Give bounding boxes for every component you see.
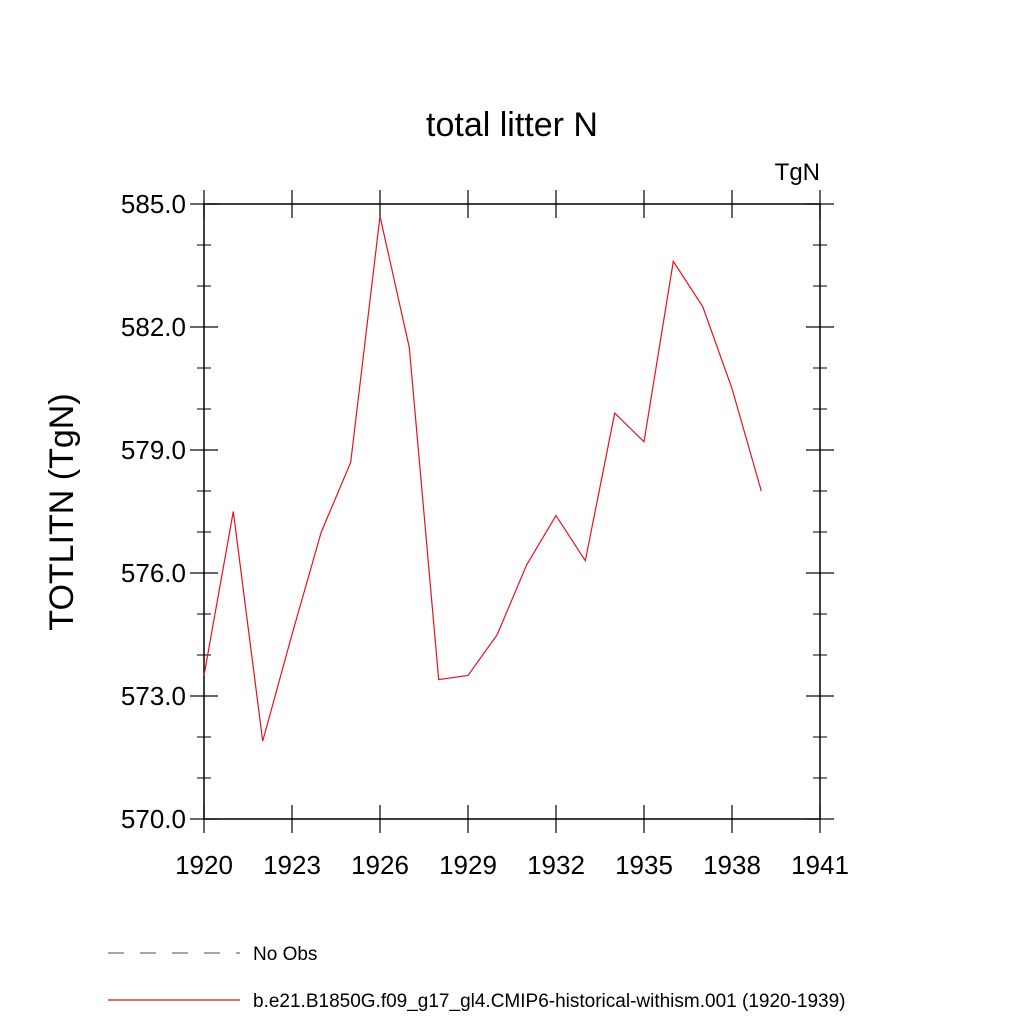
y-tick-label: 576.0 [121,558,186,588]
x-tick-label: 1920 [175,850,233,880]
x-tick-label: 1929 [439,850,497,880]
series-layer [203,216,762,742]
legend-label-model-run: b.e21.B1850G.f09_g17_gl4.CMIP6-historica… [253,991,846,1012]
x-tick-label: 1938 [703,850,761,880]
legend-label-no-obs: No Obs [253,944,317,965]
y-tick-label: 573.0 [121,681,186,711]
y-tick-label: 585.0 [121,189,186,219]
y-tick-label: 582.0 [121,312,186,342]
plot-frame [203,203,821,820]
legend: No Obs b.e21.B1850G.f09_g17_gl4.CMIP6-hi… [108,944,846,1012]
series-line [203,216,762,742]
x-tick-label: 1935 [615,850,673,880]
axis-ticks: 1920 1923 1926 1929 1932 1935 1938 1941 570.0 573… [121,189,849,880]
x-tick-label: 1941 [791,850,849,880]
y-axis-label: TOTLITN (TgN) [43,393,81,630]
y-tick-label: 570.0 [121,804,186,834]
x-tick-label: 1932 [527,850,585,880]
x-tick-label: 1923 [263,850,321,880]
y-tick-label: 579.0 [121,435,186,465]
chart-title: total litter N [426,106,598,144]
x-tick-label: 1926 [351,850,409,880]
units-label: TgN [775,159,820,186]
